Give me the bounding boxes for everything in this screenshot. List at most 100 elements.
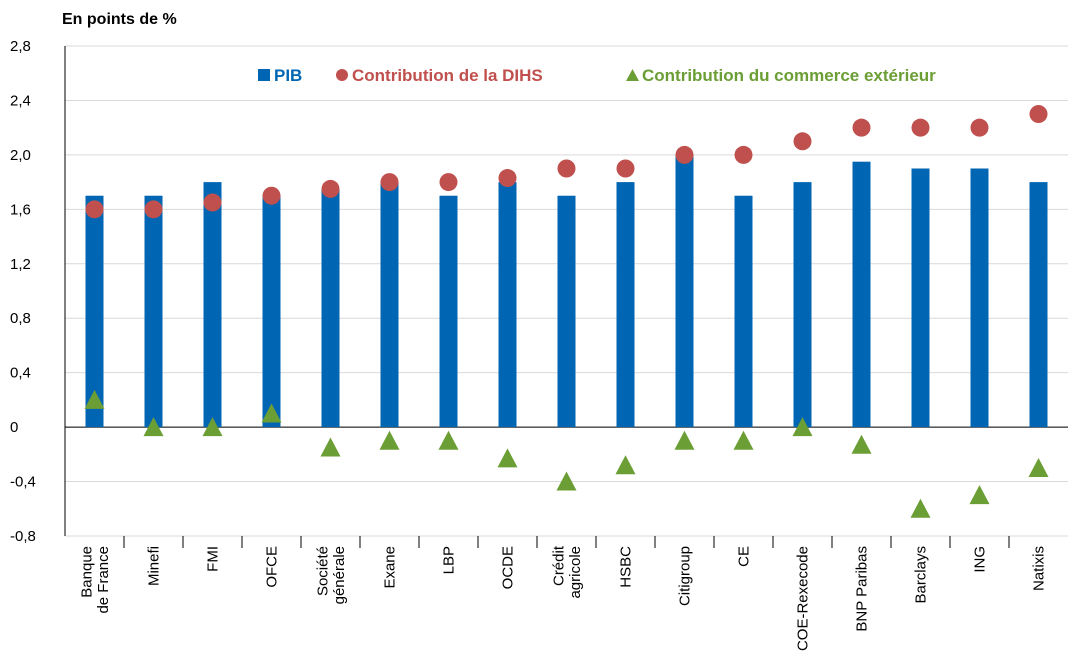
x-tick-group: Natixis [1031,546,1048,591]
bar [734,195,753,428]
x-tick-label: Créditagricole [550,545,584,598]
triangle [379,430,400,450]
dot [852,118,871,137]
triangle [733,430,754,450]
dot [439,173,458,192]
x-tick-group: Banquede France [78,546,112,614]
triangle [851,434,872,454]
x-tick-label: HSBC [618,546,635,588]
x-tick-label: OFCE [264,546,281,588]
legend-swatch [258,69,270,81]
x-tick-label: BNP Paribas [854,546,871,632]
triangle [792,417,813,437]
y-tick-label: 1,6 [10,201,31,218]
triangle [556,471,577,491]
x-tick-group: COE-Rexecode [795,546,812,651]
x-tick-group: OFCE [264,546,281,588]
x-tick-group: Minefi [146,546,163,586]
bar [616,182,635,428]
bar [498,182,517,428]
x-tick-group: HSBC [618,546,635,588]
bar [380,182,399,428]
legend-swatch [626,69,639,81]
bar [1029,182,1048,428]
dot [203,193,222,212]
triangle [320,437,341,457]
dot [321,179,340,198]
bar [85,195,104,428]
dot [675,145,694,164]
y-tick-label: -0,4 [10,474,36,491]
x-tick-label: Minefi [146,546,163,586]
x-tick-label: Banquede France [78,546,112,614]
x-tick-label: FMI [205,546,222,572]
x-tick-label: Sociétégénérale [314,546,348,604]
dot [970,118,989,137]
x-tick-group: OCDE [500,546,517,589]
x-tick-group: Sociétégénérale [314,546,348,604]
triangle [84,389,105,409]
dot [85,200,104,219]
dot [911,118,930,137]
dot [793,132,812,151]
triangle [261,403,282,423]
triangle [438,430,459,450]
x-tick-label: COE-Rexecode [795,546,812,651]
x-tick-group: Créditagricole [550,545,584,598]
triangle [674,430,695,450]
bar [144,195,163,428]
bar [203,182,222,428]
legend-swatch [336,69,348,81]
triangle [910,498,931,518]
x-tick-group: ING [972,546,989,573]
x-tick-label: Natixis [1031,546,1048,591]
x-tick-group: Barclays [913,546,930,604]
triangle [143,417,164,437]
chart-title: En points de % [62,11,177,28]
y-tick-label: 0 [10,419,18,436]
x-tick-group: LBP [441,546,458,574]
y-tick-label: -0,8 [10,528,36,545]
x-tick-label: Exane [382,546,399,589]
bar [321,188,340,428]
x-tick-group: Exane [382,546,399,589]
y-tick-label: 2,0 [10,147,31,164]
dot [144,200,163,219]
dot [616,159,635,178]
dot [734,145,753,164]
triangle [969,485,990,505]
bar [970,168,989,428]
triangle [202,417,223,437]
y-tick-label: 1,2 [10,256,31,273]
legend-label: PIB [274,66,302,85]
x-tick-group: FMI [205,546,222,572]
triangle [1028,457,1049,477]
dot [380,173,399,192]
bar [557,195,576,428]
x-tick-group: Citigroup [677,546,694,606]
legend-label: Contribution de la DIHS [352,66,543,85]
y-tick-label: 2,8 [10,38,31,55]
bar [793,182,812,428]
bar [911,168,930,428]
x-tick-label: Citigroup [677,546,694,606]
dot [557,159,576,178]
x-tick-label: LBP [441,546,458,574]
bar [439,195,458,428]
x-tick-label: CE [736,546,753,567]
bar [262,195,281,428]
dot [262,186,281,205]
y-tick-label: 0,4 [10,365,31,382]
bar [675,154,694,428]
triangle [615,455,636,475]
x-tick-group: BNP Paribas [854,546,871,632]
x-tick-label: ING [972,546,989,573]
triangle [497,448,518,468]
x-tick-group: CE [736,546,753,567]
x-tick-label: OCDE [500,546,517,589]
dot [498,169,517,188]
legend-label: Contribution du commerce extérieur [642,66,936,85]
dot [1029,105,1048,124]
x-tick-label: Barclays [913,546,930,604]
